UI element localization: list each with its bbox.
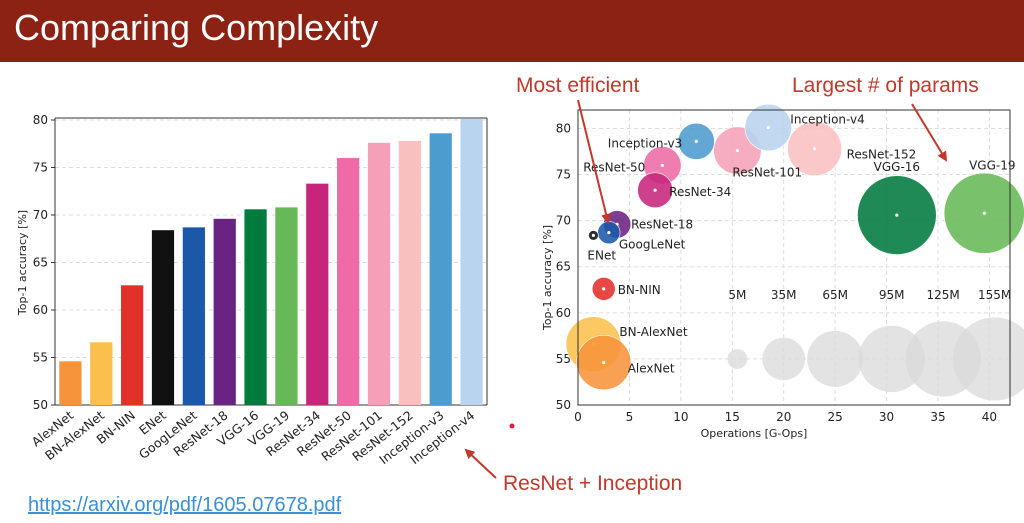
annotation-largest-params: Largest # of params bbox=[792, 74, 979, 97]
bubble-label: AlexNet bbox=[628, 362, 675, 376]
bubble-center-dot bbox=[895, 213, 899, 217]
bubble-center-dot bbox=[982, 211, 986, 215]
bar-inception-v4 bbox=[460, 119, 483, 406]
bubble-label: ENet bbox=[587, 248, 616, 262]
bar-y-tick-label: 60 bbox=[33, 303, 48, 317]
bar-enet bbox=[151, 230, 175, 405]
bubble-x-tick-label: 5 bbox=[626, 410, 634, 424]
bubble-label: VGG-16 bbox=[874, 160, 920, 174]
bubble-center-dot bbox=[607, 231, 611, 235]
slide-header: Comparing Complexity bbox=[0, 0, 1024, 62]
bar-y-tick-label: 55 bbox=[33, 351, 48, 365]
bubble-x-axis-label: Operations [G-Ops] bbox=[701, 427, 808, 440]
bubble-y-tick-label: 70 bbox=[556, 214, 571, 228]
bubble-label: Inception-v3 bbox=[608, 136, 682, 150]
bar-vgg-19 bbox=[275, 207, 298, 405]
arrow-most-efficient bbox=[577, 99, 611, 224]
bubble-y-axis-label: Top-1 accuracy [%] bbox=[541, 225, 554, 331]
bar-resnet-101 bbox=[367, 142, 391, 406]
bubble-x-tick-label: 35 bbox=[930, 410, 945, 424]
bubble-x-tick-label: 15 bbox=[725, 410, 740, 424]
bubble-y-tick-label: 75 bbox=[556, 168, 571, 182]
bubble-center-dot bbox=[602, 287, 606, 291]
bubble-x-tick-label: 30 bbox=[879, 410, 894, 424]
annotations: Most efficient Largest # of params ResNe… bbox=[464, 74, 979, 495]
bubble-center-dot bbox=[735, 148, 740, 153]
bar-y-tick-label: 75 bbox=[33, 161, 48, 175]
bar-bn-nin bbox=[121, 285, 144, 405]
bubble-center-dot bbox=[653, 188, 657, 192]
bar-bn-alexnet bbox=[90, 342, 113, 405]
annotation-resnet-inception: ResNet + Inception bbox=[503, 472, 682, 495]
bubble-label: ResNet-152 bbox=[847, 148, 917, 162]
bar-googlenet bbox=[182, 227, 205, 405]
bar-y-tick-label: 50 bbox=[33, 398, 48, 412]
size-legend-label: 5M bbox=[728, 288, 746, 302]
bubble-label: BN-AlexNet bbox=[619, 325, 687, 339]
bubble-center-dot bbox=[694, 139, 698, 143]
arrow-largest-params bbox=[911, 103, 948, 162]
size-legend-label: 35M bbox=[771, 288, 797, 302]
bar-resnet-152 bbox=[398, 140, 421, 405]
bar-resnet-34 bbox=[306, 183, 329, 405]
bubble-x-tick-label: 40 bbox=[982, 410, 997, 424]
bubble-label: ResNet-101 bbox=[732, 166, 802, 180]
size-legend-bubble bbox=[858, 325, 925, 393]
annotation-most-efficient: Most efficient bbox=[516, 74, 639, 97]
bar-y-tick-label: 70 bbox=[33, 208, 48, 222]
bubble-label: VGG-19 bbox=[969, 158, 1015, 172]
size-legend-label: 155M bbox=[978, 288, 1011, 302]
bubble-label: BN-NIN bbox=[618, 283, 661, 297]
bubble-x-tick-label: 10 bbox=[673, 410, 688, 424]
bubble-label: GoogLeNet bbox=[619, 238, 686, 252]
bubble-y-tick-label: 60 bbox=[556, 306, 571, 320]
bubble-y-tick-label: 80 bbox=[556, 121, 571, 135]
bubble-x-tick-label: 20 bbox=[776, 410, 791, 424]
bubble-x-tick-label: 25 bbox=[828, 410, 843, 424]
bubble-x-tick-label: 0 bbox=[574, 410, 582, 424]
size-legend-bubble bbox=[727, 348, 748, 369]
bar-vgg-16 bbox=[244, 209, 267, 405]
arrow-resnet-inception bbox=[464, 448, 497, 479]
bar-resnet-18 bbox=[213, 218, 236, 405]
bubble-center-dot bbox=[660, 163, 664, 167]
bubble-y-tick-label: 65 bbox=[556, 260, 571, 274]
size-legend-label: 125M bbox=[927, 288, 960, 302]
bar-y-tick-label: 65 bbox=[33, 256, 48, 270]
bubble-chart: 50 55 60 65 70 75 80 0 5 10 15 20 25 30 35 40 5M 35M 65M 95… bbox=[541, 103, 1024, 440]
reference-link[interactable]: https://arxiv.org/pdf/1605.07678.pdf bbox=[28, 494, 342, 516]
bubble-center-dot bbox=[766, 125, 770, 130]
size-legend-label: 95M bbox=[879, 288, 905, 302]
bubble-center-dot bbox=[602, 360, 606, 365]
bubble-y-tick-label: 55 bbox=[556, 352, 571, 366]
size-legend-bubble bbox=[762, 337, 806, 381]
bubble-center-dot bbox=[812, 147, 817, 151]
bar-resnet-50 bbox=[337, 158, 360, 405]
bar-y-tick-label: 80 bbox=[33, 113, 48, 127]
bar-y-axis-label: Top-1 accuracy [%] bbox=[16, 210, 29, 316]
size-legend-bubble bbox=[952, 317, 1024, 401]
slide-title: Comparing Complexity bbox=[14, 7, 379, 48]
pointer-dot bbox=[509, 423, 515, 429]
bubble-center-dot bbox=[591, 233, 596, 237]
bubble-label: ResNet-50 bbox=[583, 160, 645, 174]
bubble-label: ResNet-34 bbox=[669, 185, 731, 199]
bubble-plot-frame bbox=[577, 109, 1011, 406]
bubble-label: Inception-v4 bbox=[790, 113, 864, 127]
size-legend-bubble bbox=[807, 330, 864, 387]
bubble-label: ResNet-18 bbox=[631, 217, 693, 231]
size-legend-label: 65M bbox=[822, 288, 848, 302]
bar-inception-v3 bbox=[429, 133, 452, 406]
bubble-y-tick-label: 50 bbox=[556, 398, 571, 412]
bar-alexnet bbox=[59, 361, 82, 405]
